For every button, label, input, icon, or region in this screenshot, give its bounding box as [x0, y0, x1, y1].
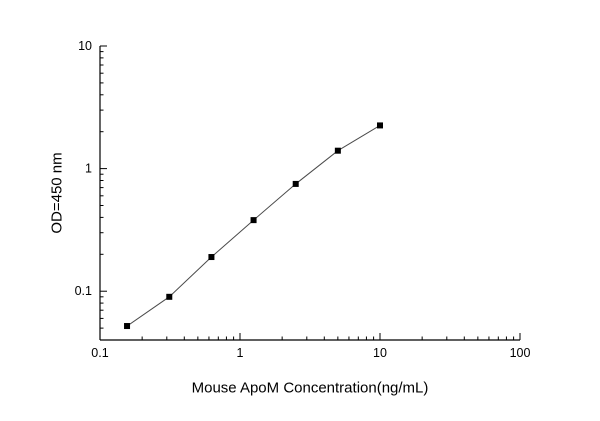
svg-text:0.1: 0.1	[91, 346, 108, 360]
svg-text:100: 100	[510, 346, 531, 360]
svg-text:0.1: 0.1	[75, 284, 92, 298]
svg-text:1: 1	[237, 346, 244, 360]
svg-text:10: 10	[78, 39, 92, 53]
svg-text:10: 10	[373, 346, 387, 360]
x-axis-title: Mouse ApoM Concentration(ng/mL)	[191, 379, 429, 397]
svg-text:1: 1	[85, 162, 92, 176]
y-axis-title: OD=450 nm	[48, 152, 66, 234]
